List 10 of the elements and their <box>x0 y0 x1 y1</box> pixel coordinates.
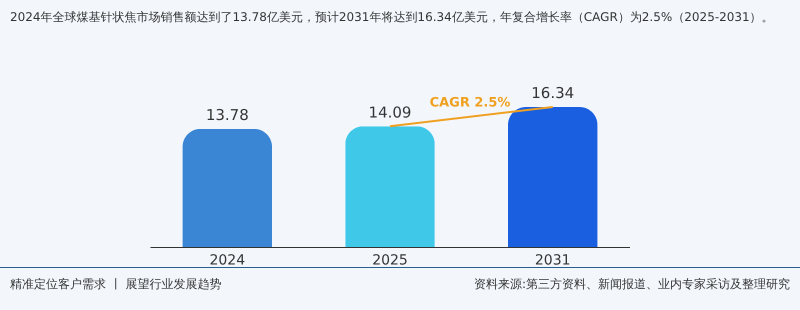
data-label: 13.78 <box>206 106 249 124</box>
chart-title: 2024年全球煤基针状焦市场销售额达到了13.78亿美元，预计2031年将达到16.34亿美元，年复合增长率（CAGR）为2.5%（2025-2031）。 <box>9 9 775 26</box>
data-label: 16.34 <box>531 84 574 102</box>
data-label: 14.09 <box>368 103 412 122</box>
x-tick-label: 2024 <box>209 252 246 268</box>
text: 资料来源:第三方资料、新闻报道、业内专家采访及整理研究 <box>474 276 790 293</box>
annotation: CAGR 2.5% <box>430 95 510 110</box>
x-tick-label: 2031 <box>534 252 571 268</box>
x-tick-label: 2025 <box>372 252 408 268</box>
text: 精准定位客户需求 丨 展望行业发展趋势 <box>10 276 222 293</box>
